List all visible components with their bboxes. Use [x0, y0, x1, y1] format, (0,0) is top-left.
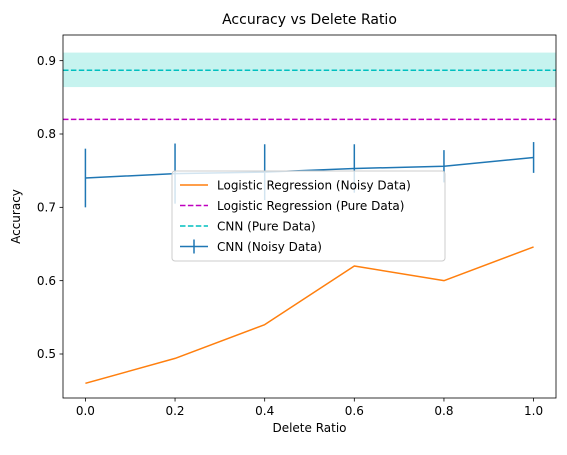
y-tick-label-2: 0.7 — [37, 201, 56, 215]
x-axis-ticks: 0.0 0.2 0.4 0.6 0.8 1.0 — [76, 398, 543, 418]
plot-area — [63, 52, 556, 385]
chart-title: Accuracy vs Delete Ratio — [222, 12, 397, 28]
y-tick-label-4: 0.9 — [37, 54, 56, 68]
x-tick-label-4: 0.8 — [434, 404, 453, 418]
legend-label-1: Logistic Regression (Pure Data) — [217, 199, 404, 213]
plot-clipped — [63, 52, 556, 385]
legend-label-3: CNN (Noisy Data) — [217, 240, 322, 254]
legend-label-0: Logistic Regression (Noisy Data) — [217, 178, 411, 192]
x-tick-label-1: 0.2 — [165, 404, 184, 418]
line-series-3 — [85, 156, 534, 179]
x-tick-label-2: 0.4 — [255, 404, 274, 418]
y-axis-ticks: 0.5 0.6 0.7 0.8 0.9 — [37, 54, 63, 361]
legend: Logistic Regression (Noisy Data) Logistic… — [171, 170, 446, 262]
x-tick-label-5: 1.0 — [524, 404, 543, 418]
line-series-0 — [85, 246, 534, 385]
x-tick-label-3: 0.6 — [345, 404, 364, 418]
x-tick-label-0: 0.0 — [76, 404, 95, 418]
legend-box — [171, 170, 446, 262]
plot-frame — [62, 34, 557, 399]
y-tick-label-1: 0.6 — [37, 274, 56, 288]
y-tick-label-0: 0.5 — [37, 347, 56, 361]
x-axis-label: Delete Ratio — [272, 421, 346, 435]
y-axis-label: Accuracy — [9, 189, 23, 244]
legend-label-2: CNN (Pure Data) — [217, 219, 316, 233]
y-tick-label-3: 0.8 — [37, 127, 56, 141]
